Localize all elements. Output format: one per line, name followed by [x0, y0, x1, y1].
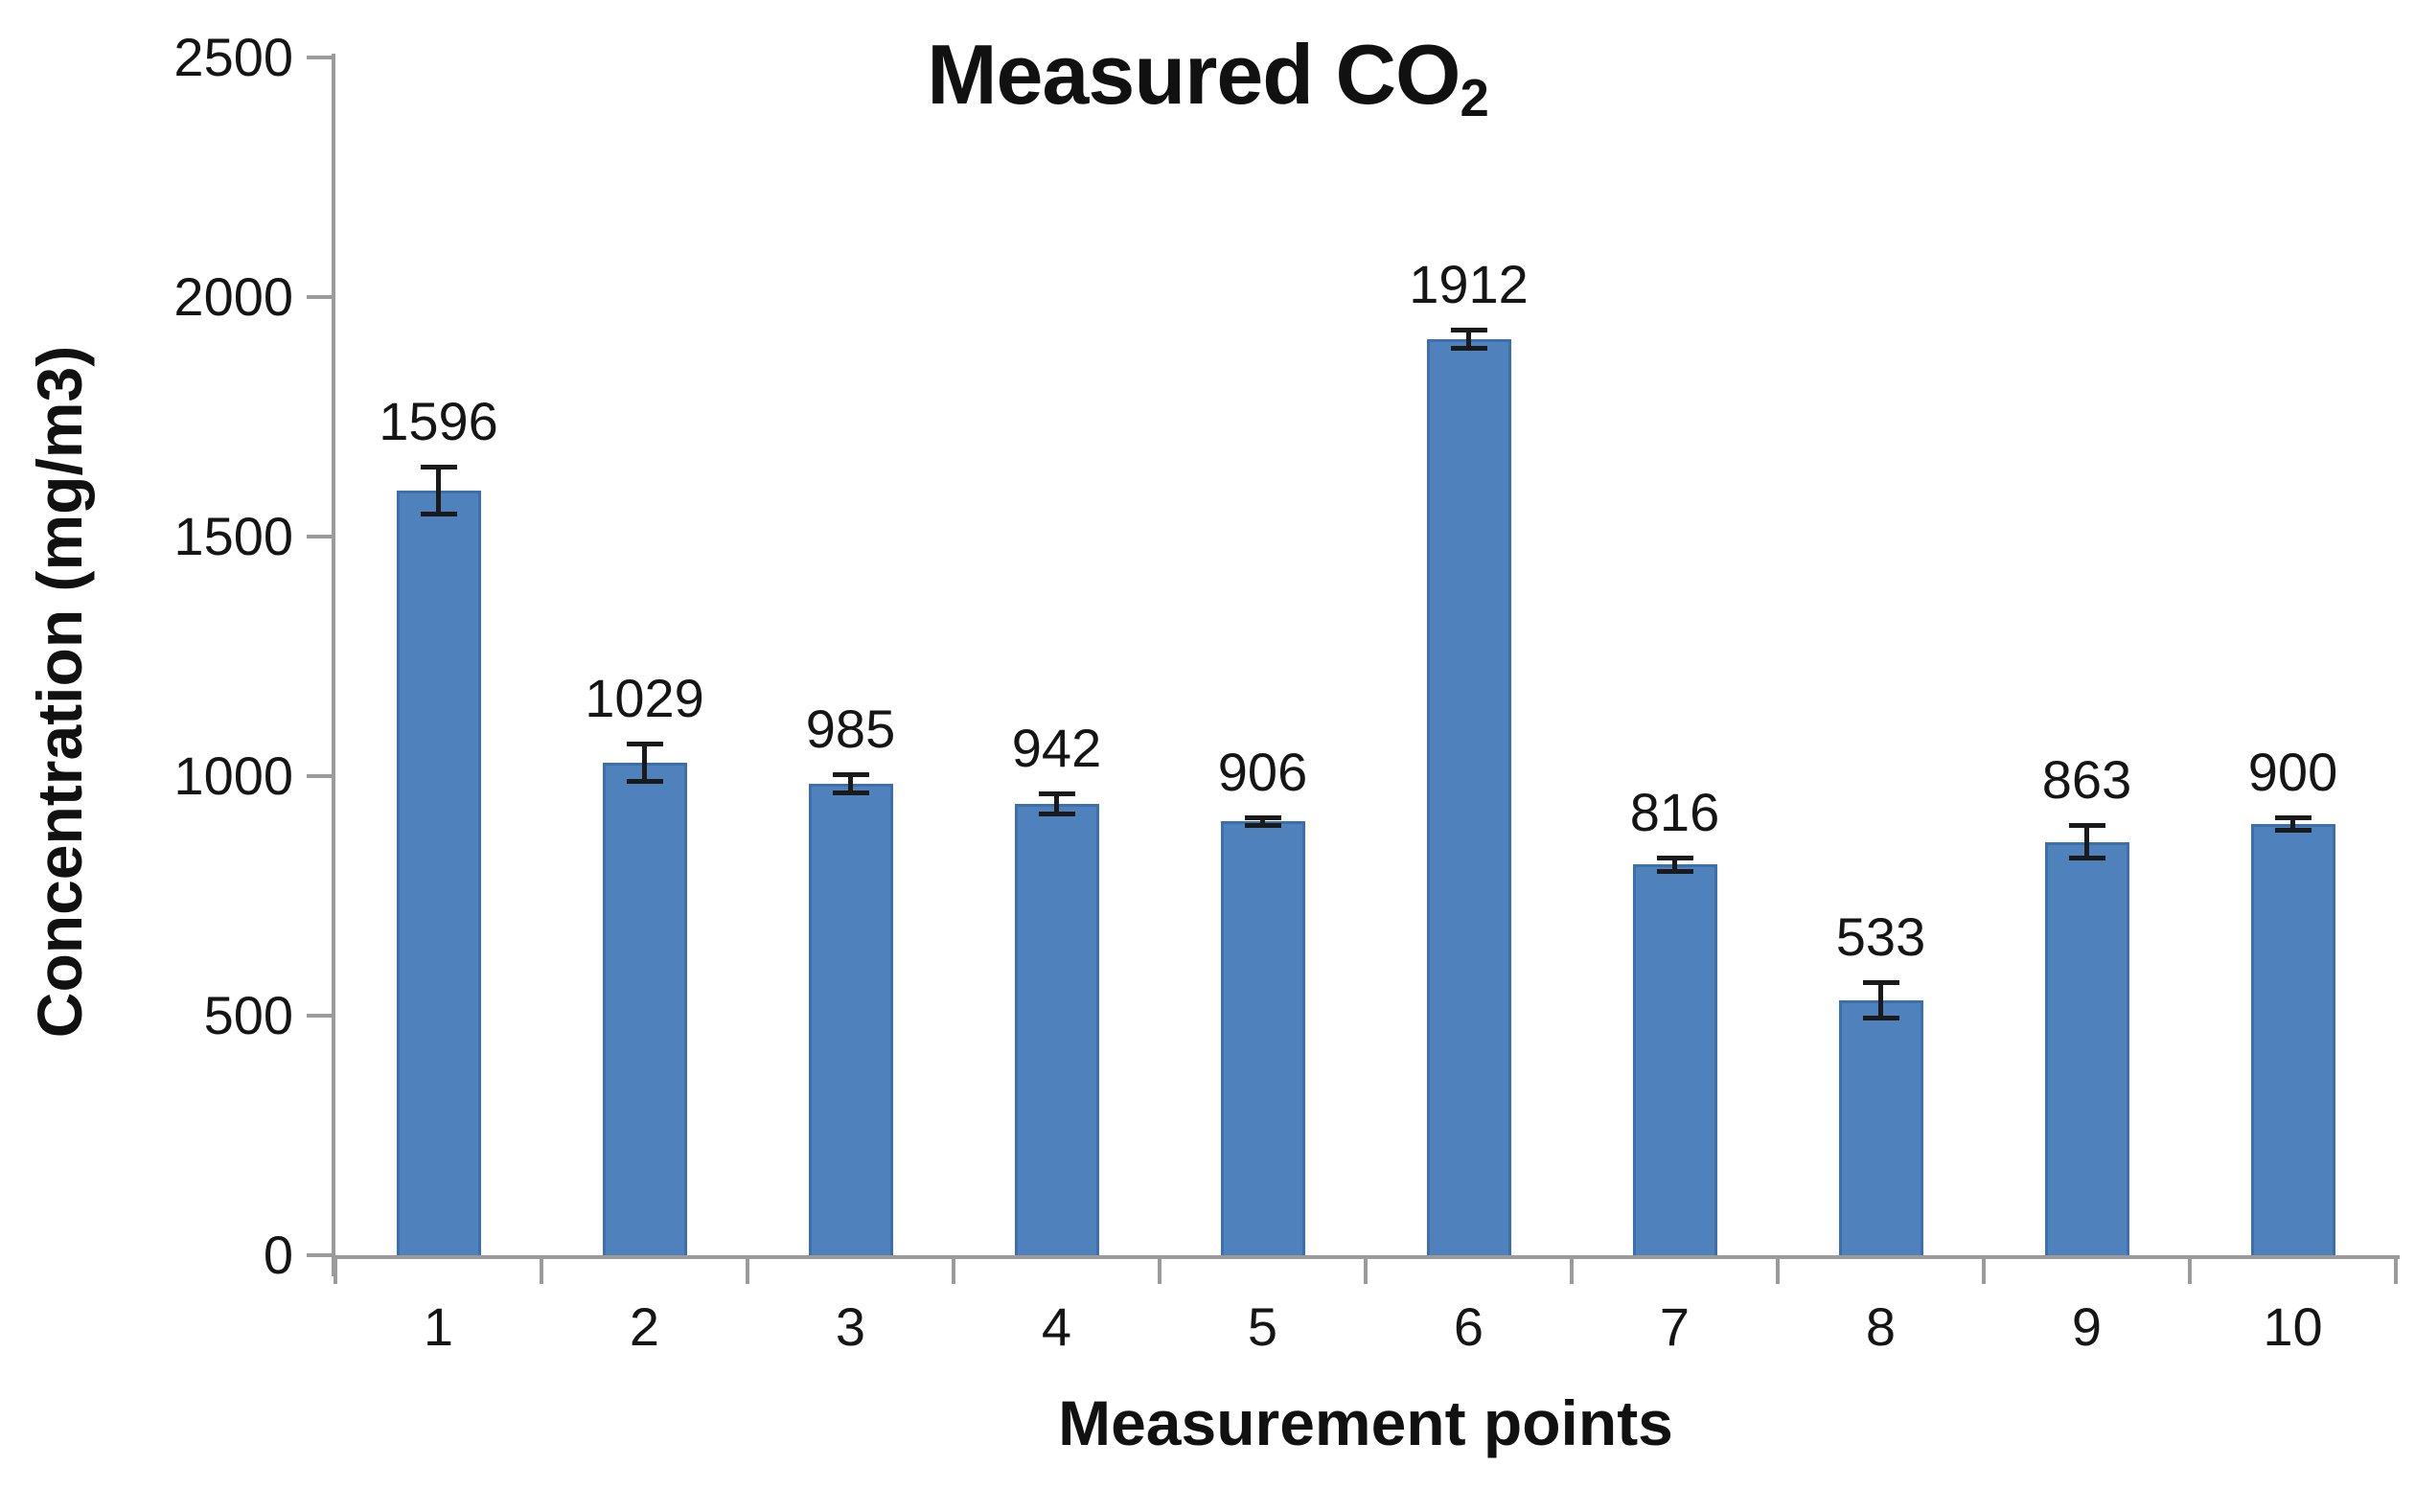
bar-value-label: 1912: [1409, 254, 1529, 314]
y-tick-label: 1000: [173, 745, 293, 806]
error-bar-cap-top: [1244, 814, 1281, 820]
y-tick-label: 0: [263, 1225, 293, 1285]
y-axis-tick: [307, 535, 334, 538]
x-category-label: 10: [2263, 1296, 2323, 1357]
error-bar-cap-bottom: [2068, 856, 2105, 860]
error-bar-line: [1877, 981, 1883, 1019]
y-axis-line: [332, 54, 335, 1276]
x-axis-tick: [1776, 1259, 1780, 1284]
error-bar-cap-top: [420, 465, 457, 470]
bar-value-label: 1029: [585, 667, 704, 728]
error-bar-cap-bottom: [1862, 1015, 1899, 1020]
error-bar-cap-bottom: [626, 778, 663, 784]
bar: [1426, 339, 1511, 1255]
error-bar-line: [1259, 816, 1265, 826]
bar-value-label: 906: [1217, 741, 1308, 802]
x-category-label: 6: [1453, 1296, 1484, 1357]
error-bar-cap-bottom: [2274, 828, 2312, 833]
error-bar-line: [435, 467, 441, 515]
y-axis-tick: [307, 774, 334, 778]
x-axis-tick: [1364, 1259, 1368, 1284]
x-axis-line: [332, 1255, 2400, 1259]
x-category-label: 9: [2071, 1296, 2103, 1357]
x-axis-tick: [540, 1259, 543, 1284]
bar-value-label: 985: [805, 698, 896, 759]
x-axis-tick: [1158, 1259, 1162, 1284]
y-axis-tick: [307, 56, 334, 59]
error-bar-cap-bottom: [832, 790, 869, 795]
error-bar-line: [1671, 857, 1677, 872]
chart-title: Measured CO2: [0, 15, 2415, 146]
error-bar-cap-bottom: [1656, 868, 1693, 874]
x-category-label: 7: [1659, 1296, 1690, 1357]
bar: [602, 762, 687, 1255]
error-bar-line: [1053, 793, 1059, 814]
y-axis-tick: [307, 1014, 334, 1018]
error-bar-cap-bottom: [1244, 822, 1281, 828]
x-axis-tick: [2188, 1259, 2192, 1284]
bar-value-label: 1596: [379, 391, 498, 451]
error-bar-cap-top: [626, 741, 663, 746]
y-axis-tick: [307, 295, 334, 299]
y-axis-tick: [307, 1253, 334, 1257]
error-bar-line: [2083, 825, 2089, 859]
error-bar-cap-top: [2068, 823, 2105, 828]
x-axis-tick: [952, 1259, 955, 1284]
bar: [1838, 999, 1923, 1255]
error-bar-cap-bottom: [1450, 346, 1487, 351]
error-bar-cap-top: [1656, 855, 1693, 860]
error-bar-cap-top: [1038, 791, 1075, 796]
bar-value-label: 863: [2041, 749, 2132, 810]
bar: [2044, 841, 2129, 1255]
x-category-label: 5: [1247, 1296, 1278, 1357]
y-tick-label: 500: [203, 985, 293, 1045]
x-axis-tick: [334, 1259, 337, 1284]
x-category-label: 3: [835, 1296, 866, 1357]
chart-title-text: Measured CO: [927, 27, 1460, 122]
error-bar-cap-top: [1450, 328, 1487, 332]
chart-title-subscript: 2: [1460, 69, 1488, 128]
error-bar-cap-top: [832, 771, 869, 777]
error-bar-line: [847, 773, 853, 793]
error-bar-line: [2289, 817, 2295, 831]
x-axis-title: Measurement points: [1058, 1387, 1673, 1458]
x-category-label: 4: [1041, 1296, 1072, 1357]
x-axis-tick: [1570, 1259, 1574, 1284]
error-bar-cap-top: [2274, 815, 2312, 820]
error-bar-cap-bottom: [1038, 812, 1075, 816]
x-category-label: 8: [1865, 1296, 1897, 1357]
error-bar-cap-bottom: [420, 512, 457, 516]
error-bar-line: [1465, 330, 1471, 349]
x-category-label: 2: [629, 1296, 660, 1357]
bar-value-label: 533: [1835, 905, 1926, 967]
bar: [808, 783, 893, 1255]
bar: [1220, 821, 1305, 1255]
x-axis-tick: [1982, 1259, 1986, 1284]
y-tick-label: 2500: [173, 27, 293, 87]
bar: [1014, 804, 1099, 1255]
x-axis-tick: [746, 1259, 749, 1284]
bar-value-label: 900: [2247, 742, 2338, 802]
y-tick-label: 1500: [173, 506, 293, 566]
bar: [396, 491, 481, 1255]
bar: [2250, 824, 2335, 1255]
error-bar-line: [641, 743, 647, 782]
bar-value-label: 816: [1629, 781, 1720, 842]
x-category-label: 1: [423, 1296, 454, 1357]
y-tick-label: 2000: [173, 266, 293, 327]
x-axis-tick: [2394, 1259, 2398, 1284]
bar-value-label: 942: [1011, 718, 1102, 778]
error-bar-cap-top: [1862, 979, 1899, 985]
bar: [1632, 864, 1717, 1255]
